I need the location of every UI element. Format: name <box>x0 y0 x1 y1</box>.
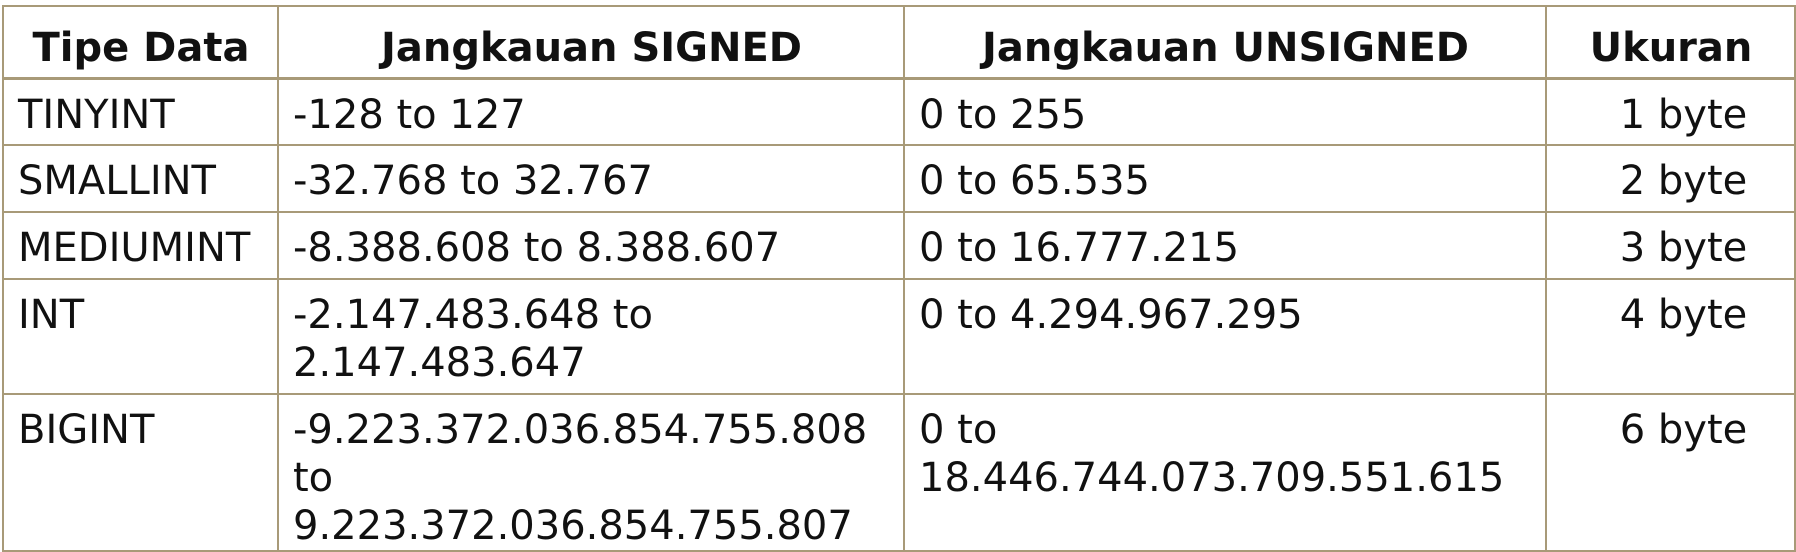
cell-size: 1 byte <box>1545 77 1796 146</box>
cell-type: TINYINT <box>2 77 279 146</box>
cell-type: SMALLINT <box>2 144 279 213</box>
cell-signed-range: -32.768 to 32.767 <box>277 144 905 213</box>
cell-size: 2 byte <box>1545 144 1796 213</box>
header-tipe-data: Tipe Data <box>2 5 279 80</box>
table-row: SMALLINT -32.768 to 32.767 0 to 65.535 2… <box>2 144 1796 213</box>
cell-signed-range: -128 to 127 <box>277 77 905 146</box>
table-row: TINYINT -128 to 127 0 to 255 1 byte <box>2 77 1796 146</box>
cell-size: 3 byte <box>1545 211 1796 280</box>
cell-unsigned-range: 0 to 18.446.744.073.709.551.615 <box>903 393 1547 552</box>
cell-type: MEDIUMINT <box>2 211 279 280</box>
header-jangkauan-signed: Jangkauan SIGNED <box>277 5 905 80</box>
cell-size: 4 byte <box>1545 278 1796 395</box>
table-row: BIGINT -9.223.372.036.854.755.808 to 9.2… <box>2 393 1796 552</box>
cell-type: INT <box>2 278 279 395</box>
integer-types-table: Tipe Data Jangkauan SIGNED Jangkauan UNS… <box>2 5 1796 552</box>
header-jangkauan-unsigned: Jangkauan UNSIGNED <box>903 5 1547 80</box>
table-row: INT -2.147.483.648 to 2.147.483.647 0 to… <box>2 278 1796 395</box>
header-ukuran: Ukuran <box>1545 5 1796 80</box>
cell-signed-range: -9.223.372.036.854.755.808 to 9.223.372.… <box>277 393 905 552</box>
cell-size: 6 byte <box>1545 393 1796 552</box>
document-page: Tipe Data Jangkauan SIGNED Jangkauan UNS… <box>2 5 1796 552</box>
cell-unsigned-range: 0 to 4.294.967.295 <box>903 278 1547 395</box>
cell-signed-range: -8.388.608 to 8.388.607 <box>277 211 905 280</box>
table-row: MEDIUMINT -8.388.608 to 8.388.607 0 to 1… <box>2 211 1796 280</box>
cell-unsigned-range: 0 to 255 <box>903 77 1547 146</box>
cell-signed-range: -2.147.483.648 to 2.147.483.647 <box>277 278 905 395</box>
cell-type: BIGINT <box>2 393 279 552</box>
table-header-row: Tipe Data Jangkauan SIGNED Jangkauan UNS… <box>2 5 1796 80</box>
cell-unsigned-range: 0 to 16.777.215 <box>903 211 1547 280</box>
cell-unsigned-range: 0 to 65.535 <box>903 144 1547 213</box>
